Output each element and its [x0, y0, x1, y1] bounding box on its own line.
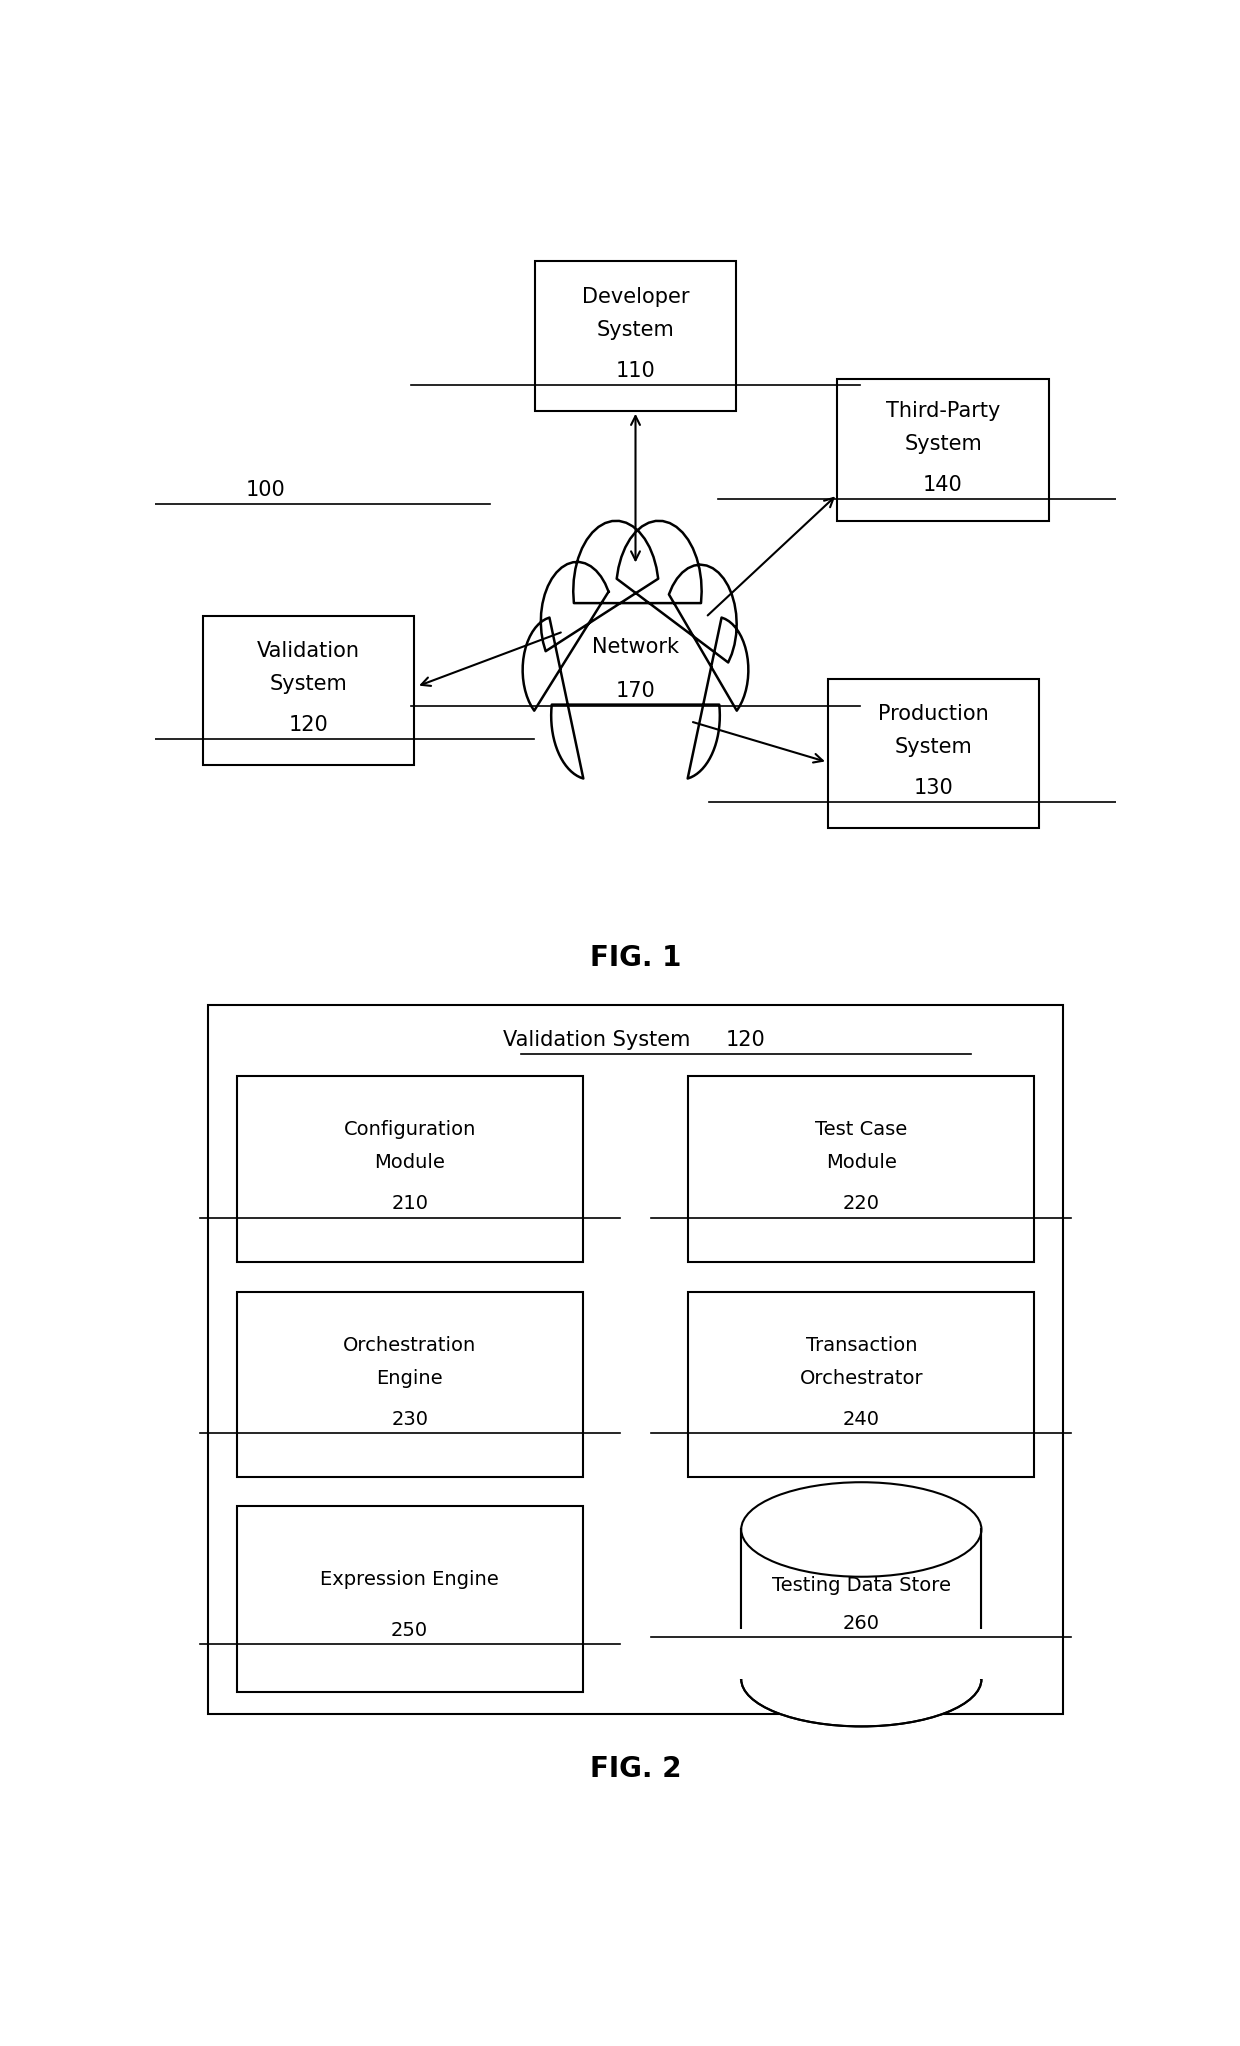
FancyBboxPatch shape	[742, 1530, 982, 1680]
Text: 140: 140	[923, 475, 963, 495]
Text: Orchestrator: Orchestrator	[800, 1369, 923, 1387]
Text: 230: 230	[391, 1410, 428, 1428]
Text: 210: 210	[391, 1195, 428, 1213]
FancyBboxPatch shape	[237, 1291, 583, 1477]
Text: Third-Party: Third-Party	[885, 401, 1001, 421]
FancyBboxPatch shape	[688, 1291, 1034, 1477]
Text: System: System	[596, 319, 675, 340]
Text: 260: 260	[843, 1614, 880, 1633]
Text: Module: Module	[826, 1152, 897, 1172]
Text: System: System	[894, 737, 972, 757]
Text: System: System	[904, 434, 982, 454]
Ellipse shape	[742, 1481, 982, 1577]
Text: 240: 240	[843, 1410, 880, 1428]
FancyBboxPatch shape	[732, 1629, 991, 1680]
FancyBboxPatch shape	[828, 679, 1039, 829]
Polygon shape	[522, 522, 749, 780]
FancyBboxPatch shape	[237, 1506, 583, 1692]
Text: 130: 130	[914, 777, 954, 798]
Text: Configuration: Configuration	[343, 1119, 476, 1140]
Text: Orchestration: Orchestration	[343, 1336, 476, 1354]
Ellipse shape	[742, 1633, 982, 1727]
Text: 120: 120	[727, 1029, 766, 1050]
FancyBboxPatch shape	[208, 1005, 1063, 1715]
Text: Validation: Validation	[257, 640, 361, 661]
Text: Testing Data Store: Testing Data Store	[771, 1575, 951, 1596]
Text: 170: 170	[615, 681, 656, 702]
FancyBboxPatch shape	[837, 379, 1049, 522]
Text: Module: Module	[374, 1152, 445, 1172]
Text: Transaction: Transaction	[806, 1336, 918, 1354]
Text: Expression Engine: Expression Engine	[320, 1571, 498, 1590]
FancyBboxPatch shape	[534, 262, 737, 411]
Text: Engine: Engine	[377, 1369, 443, 1387]
Text: Network: Network	[591, 636, 680, 657]
Text: FIG. 2: FIG. 2	[590, 1755, 681, 1782]
Text: Developer: Developer	[582, 286, 689, 307]
Text: Production: Production	[878, 704, 988, 724]
Text: Test Case: Test Case	[815, 1119, 908, 1140]
Text: 220: 220	[843, 1195, 880, 1213]
FancyBboxPatch shape	[688, 1076, 1034, 1262]
Text: 100: 100	[246, 479, 285, 499]
Text: Validation System: Validation System	[503, 1029, 691, 1050]
Text: System: System	[270, 675, 347, 694]
Text: 250: 250	[391, 1620, 428, 1639]
FancyBboxPatch shape	[203, 616, 414, 765]
Text: 110: 110	[615, 360, 656, 381]
Text: FIG. 1: FIG. 1	[590, 943, 681, 972]
Text: 120: 120	[289, 716, 329, 735]
FancyBboxPatch shape	[237, 1076, 583, 1262]
